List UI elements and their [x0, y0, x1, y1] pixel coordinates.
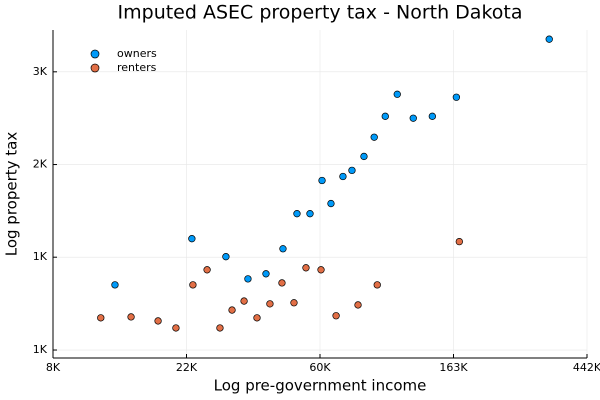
point	[203, 266, 211, 274]
chart-title: Imputed ASEC property tax - North Dakota	[118, 2, 523, 24]
point	[216, 324, 224, 332]
point	[317, 266, 325, 274]
point	[127, 313, 135, 321]
point	[318, 176, 326, 185]
point	[111, 281, 119, 289]
point	[332, 312, 340, 320]
point	[188, 235, 196, 243]
y-tick-label: 1K	[33, 343, 48, 356]
point	[154, 317, 162, 325]
point	[302, 264, 310, 272]
point	[381, 112, 389, 120]
point	[279, 245, 287, 253]
legend-marker	[90, 63, 100, 73]
point	[278, 279, 286, 287]
point	[290, 299, 298, 307]
point	[228, 306, 236, 314]
point	[545, 35, 553, 43]
legend-label: renters	[117, 61, 157, 74]
point	[354, 301, 362, 309]
point	[348, 166, 356, 175]
point	[262, 270, 270, 278]
y-tick-label: 2K	[33, 158, 48, 171]
point	[240, 297, 248, 305]
x-tick-label: 60K	[309, 361, 331, 374]
x-tick-label: 8K	[46, 361, 61, 374]
point	[393, 90, 401, 98]
point	[428, 112, 436, 120]
x-tick-label: 442K	[573, 361, 600, 374]
point	[452, 93, 461, 101]
point	[360, 152, 368, 161]
point	[455, 237, 463, 246]
point	[293, 210, 301, 218]
point	[189, 281, 197, 289]
legend-label: owners	[117, 47, 157, 60]
point	[373, 281, 381, 289]
point	[97, 314, 105, 322]
y-tick-label: 1K	[33, 250, 48, 263]
x-tick-label: 163K	[439, 361, 468, 374]
x-axis-label: Log pre-government income	[214, 377, 427, 395]
y-axis-label: Log property tax	[3, 132, 21, 257]
y-tick-label: 3K	[33, 65, 48, 78]
point	[339, 172, 347, 181]
point	[370, 133, 378, 141]
legend-marker	[90, 49, 100, 59]
point	[222, 253, 230, 261]
x-tick-label: 22K	[176, 361, 198, 374]
point	[253, 314, 261, 322]
point	[306, 210, 314, 218]
point	[244, 275, 252, 283]
point	[172, 324, 180, 332]
point	[327, 199, 335, 208]
point	[266, 300, 274, 308]
point	[409, 114, 417, 122]
